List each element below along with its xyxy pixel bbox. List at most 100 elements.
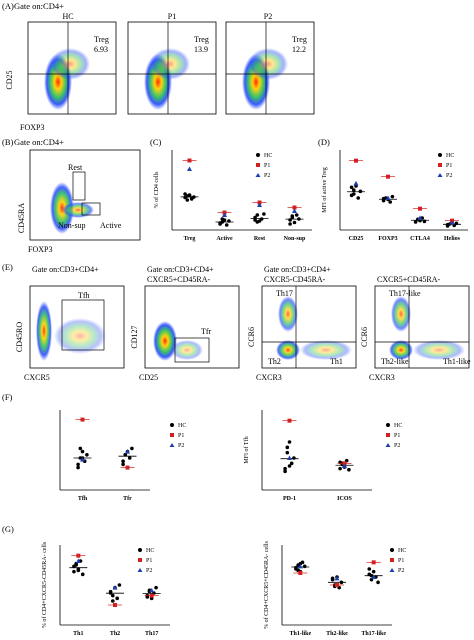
treg-label: Treg xyxy=(292,35,307,44)
density-cloud xyxy=(36,301,52,361)
legend-hc-label: HC xyxy=(446,153,454,159)
hc-point xyxy=(347,467,351,472)
panel-e-letter: (E) xyxy=(2,262,13,272)
legend-p2-marker xyxy=(137,568,143,572)
quadrant-name: Th17 xyxy=(276,289,293,298)
hc-point xyxy=(220,217,225,221)
hc-point xyxy=(369,573,374,578)
legend-p1-label: P1 xyxy=(446,163,452,169)
density-cloud xyxy=(391,296,411,332)
p2-point xyxy=(371,574,377,579)
legend-p2-marker xyxy=(255,173,261,177)
hc-point xyxy=(358,189,363,194)
gate-label: Gate on:CD3+CD4+ xyxy=(32,265,99,274)
flow-plot-e-1: Gate on:CD3+CD4+CXCR5+CD45RA- CD127 CD25 Tf… xyxy=(130,265,240,382)
p2-point xyxy=(149,587,155,593)
legend-hc-label: HC xyxy=(264,153,272,159)
category-label: Helios xyxy=(444,236,461,242)
hc-point xyxy=(80,449,85,454)
legend-p1-marker xyxy=(256,163,260,167)
chart-C: % of CD4 cells Treg Active Rest Non-sup HC P1 P… xyxy=(153,150,312,242)
panel-a-letter: (A) xyxy=(2,1,14,11)
legend-p1-label: P1 xyxy=(398,558,404,564)
panel-a-xlabel: FOXP3 xyxy=(20,123,44,132)
flow-plot-e-2: Gate on:CD3+CD4+CXCR5-CD45RA- CCR6 CXCR3 Th… xyxy=(247,265,357,382)
p2-point xyxy=(112,585,118,590)
legend-p1-marker xyxy=(386,433,390,437)
legend-hc-marker xyxy=(170,423,174,427)
hc-point xyxy=(390,194,395,199)
hc-point xyxy=(330,576,335,581)
legend-p2-label: P2 xyxy=(146,568,152,574)
category-label: Tfh xyxy=(78,496,88,502)
hc-point xyxy=(294,213,299,217)
legend-p2-marker xyxy=(389,568,395,572)
panel-g-letter: (G) xyxy=(2,524,14,534)
x-axis-label: CD25 xyxy=(139,373,158,382)
hc-point xyxy=(78,446,83,451)
hc-point xyxy=(76,462,80,467)
hc-point xyxy=(292,456,296,460)
legend-p1-label: P1 xyxy=(146,558,152,564)
hc-point xyxy=(259,217,264,221)
chart-legend: HC P1 P2 xyxy=(255,153,272,179)
legend-hc-marker xyxy=(386,423,390,427)
hc-point xyxy=(111,599,115,603)
plot-frame xyxy=(261,285,357,369)
category-label: Treg xyxy=(184,236,196,242)
legend-p2-label: P2 xyxy=(264,173,270,179)
legend-p2-label: P2 xyxy=(446,173,452,179)
gate-label: Gate on:CD3+CD4+ xyxy=(264,265,331,274)
legend-hc-label: HC xyxy=(398,548,406,554)
plot-frame xyxy=(127,21,217,115)
legend-hc-label: HC xyxy=(146,548,154,554)
hc-point xyxy=(255,213,260,217)
hc-point xyxy=(72,569,76,574)
category-label: Th17-like xyxy=(361,631,386,635)
treg-value: 12.2 xyxy=(292,45,306,54)
legend-p2-marker xyxy=(437,173,443,177)
hc-point xyxy=(80,572,85,577)
x-axis-label: CXCR5 xyxy=(24,373,50,382)
gate-label-2: CXCR5+CD45RA- xyxy=(147,275,211,284)
category-label: CTLA4 xyxy=(410,236,430,242)
panel-f-letter: (F) xyxy=(2,392,13,402)
x-axis-label: CXCR3 xyxy=(369,373,395,382)
tfr-gate xyxy=(174,337,210,363)
hc-point xyxy=(189,196,194,200)
category-label: Non-sup xyxy=(284,236,306,242)
legend-p1-marker xyxy=(170,433,174,437)
chart-legend: HC P1 P2 xyxy=(385,423,402,449)
hc-point xyxy=(289,461,294,466)
flow-plot-e-0: Gate on:CD3+CD4+ CD45RO CXCR5 Tfh xyxy=(15,265,125,382)
category-label: Th2-like xyxy=(326,631,348,635)
gate-name: Tfr xyxy=(201,327,212,336)
legend-hc-marker xyxy=(138,548,142,552)
y-axis-label: CD127 xyxy=(130,325,139,348)
gate-label: Gate on:CD3+CD4+ xyxy=(147,265,214,274)
chart-legend: HC P1 P2 xyxy=(169,423,186,449)
hc-point xyxy=(339,580,344,585)
hc-point xyxy=(111,593,115,598)
y-axis-label: CD45RO xyxy=(15,322,24,352)
hc-point xyxy=(302,564,307,569)
chart-legend: HC P1 P2 xyxy=(389,548,406,574)
legend-p1-marker xyxy=(390,558,394,562)
hc-point xyxy=(349,185,354,190)
p2-point xyxy=(297,563,303,569)
chart-G1: % of CD4+CXCR5-CD45RA- cells Th1 Th2 Th17 HC… xyxy=(41,541,170,637)
hc-point xyxy=(294,565,298,570)
panel-a-title-p1: P1 xyxy=(168,12,176,21)
p2-point xyxy=(417,215,423,220)
hc-point xyxy=(298,561,303,566)
hc-point xyxy=(285,450,290,455)
hc-point xyxy=(290,215,295,220)
chart-ylabel: % of CD4 cells xyxy=(153,171,160,208)
category-label: PD-1 xyxy=(283,496,296,502)
hc-point xyxy=(338,466,342,471)
hc-point xyxy=(85,453,89,457)
